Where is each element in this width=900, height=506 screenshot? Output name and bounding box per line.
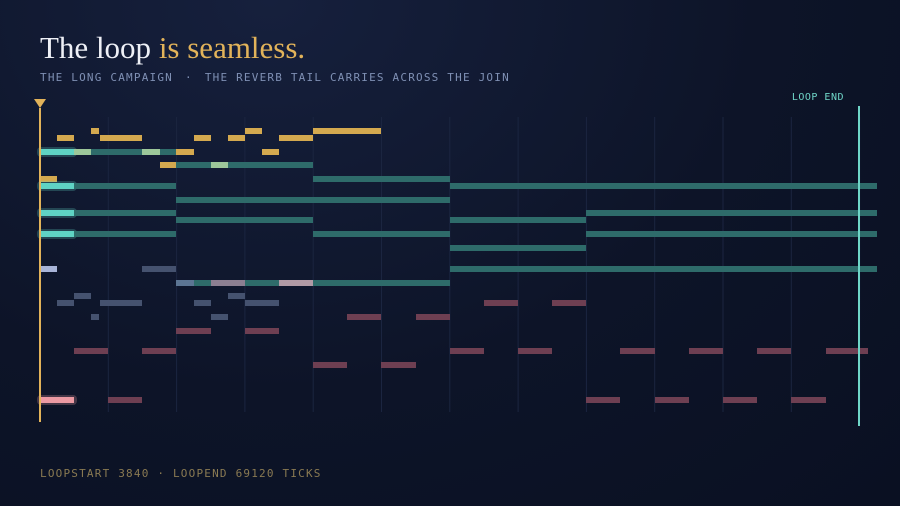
title-accent: is seamless. [159,30,305,65]
note [620,348,655,354]
note [40,183,74,189]
subtitle-left: THE LONG CAMPAIGN [40,71,173,84]
note [211,280,245,286]
note [142,149,160,155]
note [40,210,74,216]
note [176,162,211,168]
note [313,362,347,368]
note [194,135,211,141]
note [74,293,91,299]
note [40,397,74,403]
title: The loop is seamless. [40,30,305,65]
note [176,217,313,223]
note [176,197,450,203]
note [757,348,791,354]
subtitle: THE LONG CAMPAIGN · THE REVERB TAIL CARRIE… [40,71,510,84]
note [245,128,262,134]
loop-end-label: LOOP END [792,92,844,103]
note [450,245,586,251]
footer: LOOPSTART 3840 · LOOPEND 69120 TICKS [40,467,322,480]
note [160,149,176,155]
note [176,328,211,334]
note [194,300,211,306]
note [689,348,723,354]
note [228,293,245,299]
subtitle-right: THE REVERB TAIL CARRIES ACROSS THE JOIN [205,71,510,84]
note [57,135,74,141]
note [176,280,194,286]
note [74,348,108,354]
note [74,149,91,155]
note [228,135,245,141]
note [100,300,142,306]
note [484,300,518,306]
note [245,300,279,306]
note [211,162,228,168]
grid [107,117,861,412]
note [450,183,877,189]
note [552,300,586,306]
note [57,300,74,306]
note [416,314,450,320]
note [194,280,211,286]
note [450,348,484,354]
note [40,176,57,182]
note [347,314,381,320]
note [40,149,74,155]
note [245,280,279,286]
notes [37,128,877,405]
note [826,348,868,354]
note [245,328,279,334]
note [142,348,176,354]
note [313,128,381,134]
note [40,266,57,272]
note [381,362,416,368]
note [74,210,176,216]
note [450,217,586,223]
note [279,135,313,141]
note [100,135,142,141]
note [211,314,228,320]
playhead-marker [34,99,46,108]
note [586,231,877,237]
note [279,280,313,286]
note [723,397,757,403]
note [40,231,74,237]
note [262,149,279,155]
note [791,397,826,403]
note [176,149,194,155]
note [586,397,620,403]
note [74,231,176,237]
note [313,280,450,286]
title-plain: The loop [40,30,151,65]
note [313,231,450,237]
note [91,128,99,134]
note [228,162,313,168]
subtitle-separator: · [185,71,193,84]
note [142,266,176,272]
note [450,266,877,272]
note [74,183,176,189]
note [655,397,689,403]
note [518,348,552,354]
note [91,149,142,155]
note [91,314,99,320]
note [586,210,877,216]
note [313,176,450,182]
note [108,397,142,403]
note [160,162,177,168]
